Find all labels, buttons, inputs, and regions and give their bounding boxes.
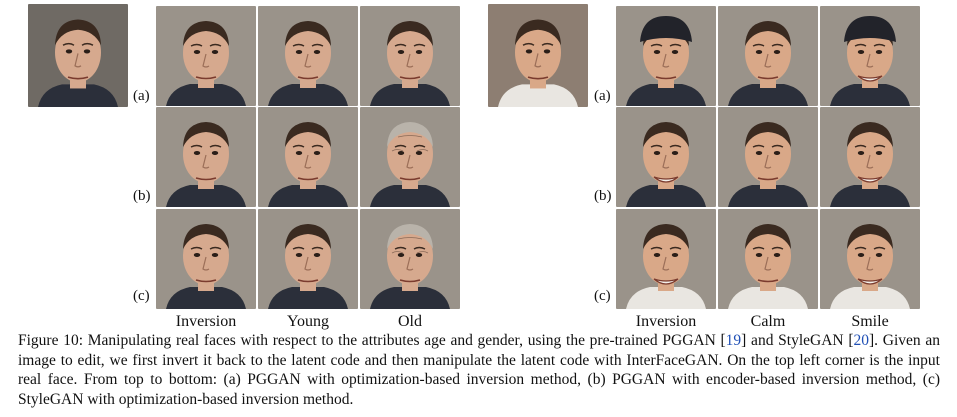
right-b-calm-image — [718, 107, 818, 207]
face-portrait-drawing — [718, 6, 818, 106]
face-portrait-drawing — [488, 4, 588, 107]
face-portrait-drawing — [718, 209, 818, 309]
face-portrait-drawing — [360, 107, 460, 207]
left-row-label-c: (c) — [133, 289, 150, 304]
left-a-old-image — [360, 6, 460, 106]
left-b-old-image — [360, 107, 460, 207]
left-a-inversion-image — [156, 6, 256, 106]
right-b-inversion-image — [616, 107, 716, 207]
left-c-inversion-image — [156, 209, 256, 309]
left-c-old-image — [360, 209, 460, 309]
face-portrait-drawing — [360, 6, 460, 106]
face-portrait-drawing — [616, 6, 716, 106]
face-portrait-drawing — [28, 4, 128, 107]
right-b-smile-image — [820, 107, 920, 207]
left-row-label-b: (b) — [133, 189, 151, 204]
face-portrait-drawing — [156, 6, 256, 106]
face-portrait-drawing — [360, 209, 460, 309]
figure-caption: Figure 10: Manipulating real faces with … — [18, 331, 940, 409]
left-a-young-image — [258, 6, 358, 106]
right-c-inversion-image — [616, 209, 716, 309]
face-portrait-drawing — [820, 107, 920, 207]
right-column-label-inversion: Inversion — [615, 314, 717, 330]
face-portrait-drawing — [820, 209, 920, 309]
left-b-inversion-image — [156, 107, 256, 207]
right-a-calm-image — [718, 6, 818, 106]
right-column-label-smile: Smile — [819, 314, 921, 330]
left-figure-panel: (a) (b) (c) Inversion Young Old — [0, 0, 478, 333]
left-row-label-a: (a) — [133, 89, 150, 104]
right-a-inversion-image — [616, 6, 716, 106]
face-portrait-drawing — [718, 107, 818, 207]
citation-19-link[interactable]: 19 — [726, 332, 742, 349]
right-input-face-image — [488, 4, 588, 107]
left-b-young-image — [258, 107, 358, 207]
right-c-smile-image — [820, 209, 920, 309]
face-portrait-drawing — [258, 209, 358, 309]
left-input-face-image — [28, 4, 128, 107]
right-row-label-c: (c) — [594, 289, 611, 304]
right-c-calm-image — [718, 209, 818, 309]
citation-20-link[interactable]: 20 — [854, 332, 870, 349]
right-row-label-b: (b) — [594, 189, 612, 204]
caption-text-middle: ] and StyleGAN [ — [741, 332, 853, 349]
face-portrait-drawing — [616, 107, 716, 207]
left-column-label-young: Young — [257, 314, 359, 330]
face-portrait-drawing — [258, 6, 358, 106]
face-portrait-drawing — [616, 209, 716, 309]
face-portrait-drawing — [258, 107, 358, 207]
caption-text-start: Figure 10: Manipulating real faces with … — [18, 332, 726, 349]
face-portrait-drawing — [156, 107, 256, 207]
right-row-label-a: (a) — [594, 89, 611, 104]
right-column-label-calm: Calm — [717, 314, 819, 330]
right-figure-panel: (a) (b) (c) Inversion Calm Smile — [488, 0, 957, 333]
right-a-smile-image — [820, 6, 920, 106]
left-column-label-old: Old — [359, 314, 461, 330]
face-portrait-drawing — [156, 209, 256, 309]
left-c-young-image — [258, 209, 358, 309]
left-column-label-inversion: Inversion — [155, 314, 257, 330]
face-portrait-drawing — [820, 6, 920, 106]
